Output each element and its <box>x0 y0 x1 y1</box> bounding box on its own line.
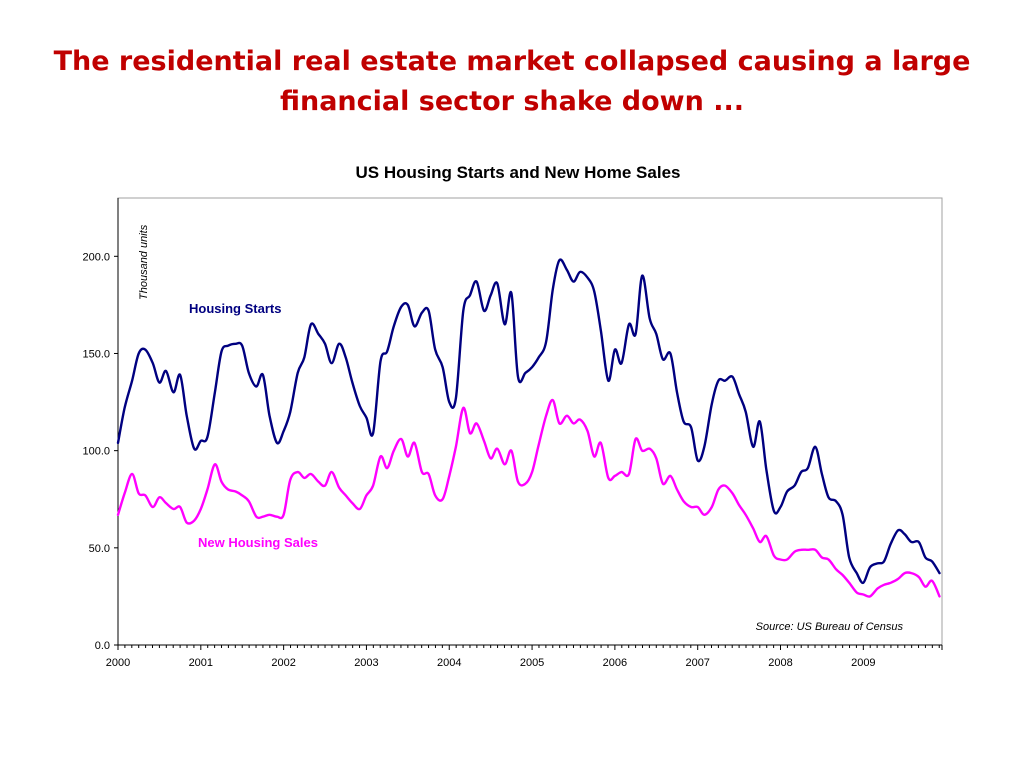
x-tick-label: 2005 <box>520 657 544 669</box>
x-tick-label: 2003 <box>354 657 378 669</box>
slide-title: The residential real estate market colla… <box>40 42 984 122</box>
y-tick-label: 0.0 <box>95 640 110 652</box>
y-axis-ticks: 0.0 50.0 100.0 150.0 200.0 <box>82 251 118 652</box>
x-tick-label: 2008 <box>768 657 792 669</box>
y-tick-label: 150.0 <box>82 348 110 360</box>
chart-title: US Housing Starts and New Home Sales <box>356 163 681 182</box>
series-line-new-housing-sales <box>116 398 941 598</box>
x-tick-label: 2000 <box>106 657 130 669</box>
x-tick-label: 2002 <box>271 657 295 669</box>
slide-title-line1: The residential real estate market colla… <box>53 46 971 77</box>
y-tick-label: 200.0 <box>82 251 110 263</box>
series-lines <box>116 258 941 598</box>
y-axis-label: Thousand units <box>138 224 150 300</box>
x-tick-label: 2001 <box>189 657 213 669</box>
y-tick-label: 50.0 <box>89 543 110 555</box>
source-note: Source: US Bureau of Census <box>756 621 904 633</box>
x-axis-ticks: 2000 2001 2002 2003 2004 2005 2006 2007 2008 2009 <box>106 645 943 669</box>
x-tick-label: 2007 <box>685 657 709 669</box>
series-label-housing-starts: Housing Starts <box>189 301 281 316</box>
plot-area-frame <box>117 197 943 646</box>
x-tick-label: 2009 <box>851 657 875 669</box>
slide-title-line2: financial sector shake down ... <box>279 86 745 117</box>
series-label-new-housing-sales: New Housing Sales <box>198 535 318 550</box>
y-tick-label: 100.0 <box>82 446 110 458</box>
x-tick-label: 2006 <box>603 657 627 669</box>
x-tick-label: 2004 <box>437 657 461 669</box>
series-line-housing-starts <box>116 258 941 585</box>
